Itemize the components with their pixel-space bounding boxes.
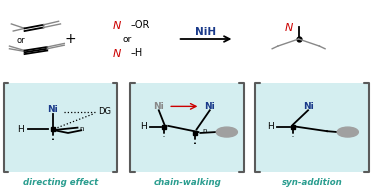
FancyBboxPatch shape — [130, 83, 244, 172]
FancyBboxPatch shape — [4, 83, 117, 172]
Text: n: n — [79, 125, 84, 131]
Text: $\mathit{N}$: $\mathit{N}$ — [284, 21, 294, 33]
Text: or: or — [17, 36, 25, 45]
Text: Ni: Ni — [204, 102, 215, 111]
Text: Ni: Ni — [303, 102, 313, 111]
Text: –OR: –OR — [130, 20, 150, 30]
Text: Ni: Ni — [153, 102, 164, 111]
Circle shape — [337, 127, 358, 137]
Text: or: or — [122, 35, 131, 44]
Text: $\mathit{N}$: $\mathit{N}$ — [112, 47, 122, 59]
Text: directing effect: directing effect — [23, 178, 98, 187]
Text: Ni: Ni — [48, 105, 58, 114]
Text: –H: –H — [130, 48, 143, 58]
Circle shape — [216, 127, 237, 137]
Text: NiH: NiH — [195, 27, 217, 37]
Text: syn-addition: syn-addition — [282, 178, 342, 187]
Text: DG: DG — [98, 107, 111, 116]
Text: $\mathit{N}$: $\mathit{N}$ — [112, 19, 122, 31]
Text: +: + — [64, 32, 76, 46]
Text: chain-walking: chain-walking — [153, 178, 221, 187]
Text: H: H — [267, 122, 274, 131]
Text: n: n — [202, 128, 207, 134]
Text: H: H — [17, 125, 24, 134]
FancyBboxPatch shape — [255, 83, 369, 172]
Text: H: H — [140, 122, 147, 131]
